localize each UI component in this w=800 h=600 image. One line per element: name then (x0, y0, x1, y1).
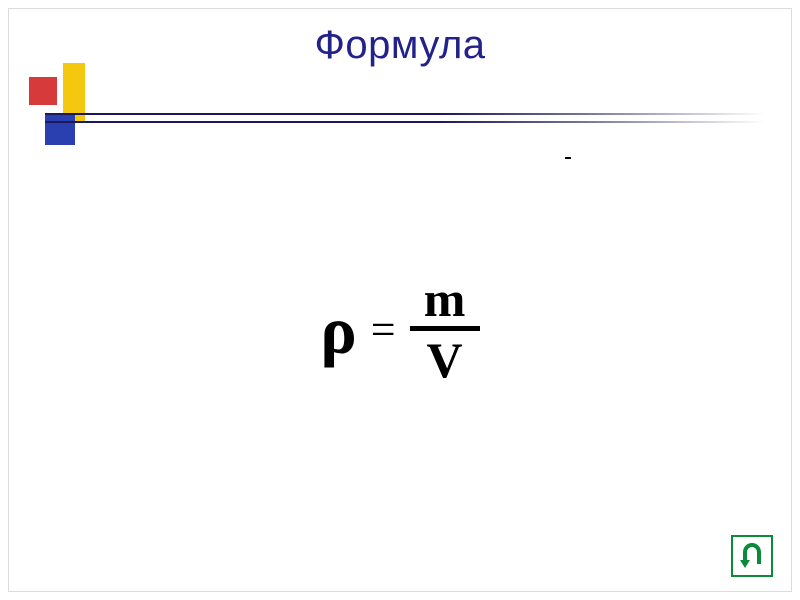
slide: Формула ρ = m V (8, 8, 792, 592)
u-turn-arrow-icon (737, 543, 767, 569)
density-formula: ρ = m V (9, 274, 791, 385)
slide-title: Формула (9, 23, 791, 68)
u-turn-arrow-head (740, 560, 750, 568)
stray-dash (565, 157, 571, 159)
formula-lhs: ρ (320, 296, 356, 364)
divider-line-top (45, 113, 765, 115)
formula-equals: = (371, 308, 396, 352)
return-button[interactable] (731, 535, 773, 577)
formula-fraction: m V (410, 274, 480, 385)
divider-line-bottom (45, 121, 765, 123)
formula-fraction-bar (410, 326, 480, 331)
formula-denominator: V (421, 335, 469, 385)
decor-red-square (29, 77, 57, 105)
formula-numerator: m (418, 274, 472, 324)
decor-blue-square (45, 115, 75, 145)
